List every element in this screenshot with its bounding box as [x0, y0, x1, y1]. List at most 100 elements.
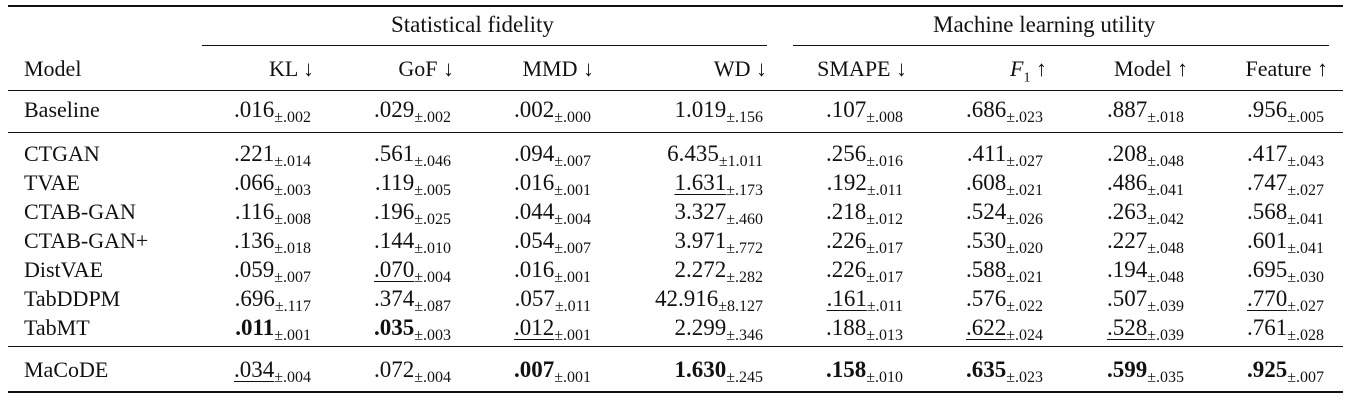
cell-std: ±.005 — [414, 182, 451, 199]
cell-std: ±.003 — [414, 327, 451, 344]
table-cell: .374±.087 — [374, 286, 451, 315]
cell-std: ±.025 — [414, 211, 451, 228]
cell-mean: .227 — [1106, 228, 1148, 253]
table-cell: .054±.007 — [514, 228, 591, 257]
cell-mean: .192 — [826, 170, 867, 195]
cell-std: ±.048 — [1147, 240, 1184, 257]
cell-mean: .059 — [233, 257, 275, 282]
table-cell: .226±.017 — [826, 257, 903, 286]
cell-mean: .016 — [513, 170, 555, 195]
cell-std: ±.008 — [274, 211, 311, 228]
cell-mean: .956 — [1246, 97, 1288, 122]
cell-std: ±.004 — [274, 369, 311, 386]
table-cell: .588±.021 — [966, 257, 1043, 286]
cell-std: ±.001 — [274, 327, 311, 344]
cell-std: ±8.127 — [718, 298, 763, 315]
cell-mean: .761 — [1246, 315, 1288, 340]
group-rule-ml-utility — [793, 45, 1329, 46]
cell-std: ±.018 — [274, 240, 311, 257]
table-cell: 6.435±1.011 — [667, 141, 763, 170]
cell-mean: .057 — [514, 286, 555, 311]
column-header-mmd: MMD ↓ — [522, 56, 594, 81]
cell-std: ±.001 — [554, 369, 591, 386]
cell-mean: .194 — [1106, 257, 1148, 282]
table-cell: .568±.041 — [1247, 199, 1324, 228]
cell-mean: .374 — [373, 286, 415, 311]
cell-mean: .263 — [1106, 199, 1148, 224]
cell-std: ±.039 — [1147, 327, 1184, 344]
table-cell: .107±.008 — [826, 97, 903, 126]
table-cell: .925±.007 — [1247, 357, 1324, 386]
cell-std: ±.117 — [274, 298, 311, 315]
cell-std: ±.460 — [726, 211, 763, 228]
cell-mean: .218 — [825, 199, 867, 224]
cell-std: ±.011 — [554, 298, 591, 315]
top-rule — [8, 5, 1343, 7]
cell-mean: .158 — [825, 357, 867, 382]
macode-rule — [8, 346, 1343, 347]
cell-std: ±.156 — [726, 109, 763, 126]
baseline-rule — [8, 132, 1343, 133]
cell-std: ±.087 — [414, 298, 451, 315]
column-header-kl: KL ↓ — [268, 56, 314, 81]
table-cell: .016±.001 — [514, 257, 591, 286]
table-cell: .011±.001 — [235, 315, 311, 344]
group-header-machine-learning-utility: Machine learning utility — [933, 12, 1156, 37]
table-cell: .576±.022 — [966, 286, 1043, 315]
table-cell: .161±.011 — [827, 286, 903, 315]
cell-mean: .486 — [1106, 170, 1148, 195]
cell-std: ±.011 — [866, 298, 903, 315]
cell-std: ±.007 — [274, 269, 311, 286]
cell-mean: .695 — [1246, 257, 1288, 282]
cell-std: ±.023 — [1006, 109, 1043, 126]
table-cell: .066±.003 — [234, 170, 311, 199]
column-header-gof: GoF ↓ — [398, 56, 454, 81]
cell-std: ±.282 — [726, 269, 763, 286]
cell-std: ±.007 — [1287, 369, 1324, 386]
cell-mean: .635 — [965, 357, 1007, 382]
table-cell: 1.631±.173 — [674, 170, 763, 199]
table-cell: .599±.035 — [1107, 357, 1184, 386]
cell-mean: .561 — [373, 141, 415, 166]
table-cell: .761±.028 — [1247, 315, 1324, 344]
cell-std: ±.002 — [414, 109, 451, 126]
table-cell: .136±.018 — [234, 228, 311, 257]
cell-mean: .196 — [373, 199, 415, 224]
cell-mean: .012 — [513, 315, 555, 340]
row-model-name: TabDDPM — [24, 286, 121, 311]
row-model-name: CTAB-GAN+ — [24, 228, 149, 253]
cell-mean: .221 — [233, 141, 275, 166]
cell-std: ±.046 — [414, 153, 451, 170]
cell-mean: .417 — [1246, 141, 1288, 166]
table-cell: .188±.013 — [826, 315, 903, 344]
cell-std: ±.013 — [866, 327, 903, 344]
cell-std: ±.017 — [866, 240, 903, 257]
cell-mean: .016 — [513, 257, 555, 282]
cell-mean: .119 — [374, 170, 415, 195]
table-cell: .016±.001 — [514, 170, 591, 199]
cell-std: ±.014 — [274, 153, 311, 170]
cell-mean: .524 — [965, 199, 1007, 224]
row-model-name: Baseline — [24, 97, 100, 122]
column-header-f1: F1 ↑ — [1010, 56, 1047, 91]
cell-mean: .066 — [233, 170, 275, 195]
cell-std: ±.001 — [554, 182, 591, 199]
cell-std: ±.027 — [1287, 182, 1324, 199]
row-model-name: MaCoDE — [24, 357, 109, 382]
cell-mean: .696 — [234, 286, 275, 311]
row-model-name: CTAB-GAN — [24, 199, 136, 224]
f1-subscript: 1 — [1023, 70, 1031, 86]
table-cell: .770±.027 — [1247, 286, 1324, 315]
cell-mean: .116 — [234, 199, 275, 224]
cell-mean: 3.327 — [674, 199, 727, 224]
cell-mean: 3.971 — [674, 228, 727, 253]
table-cell: 1.630±.245 — [674, 357, 763, 386]
table-cell: .192±.011 — [827, 170, 903, 199]
cell-std: ±.008 — [866, 109, 903, 126]
cell-mean: .686 — [965, 97, 1007, 122]
cell-mean: .530 — [965, 228, 1007, 253]
cell-mean: 6.435 — [667, 141, 719, 166]
cell-mean: .770 — [1246, 286, 1288, 311]
table-cell: .747±.027 — [1247, 170, 1324, 199]
table-cell: 2.299±.346 — [674, 315, 763, 344]
